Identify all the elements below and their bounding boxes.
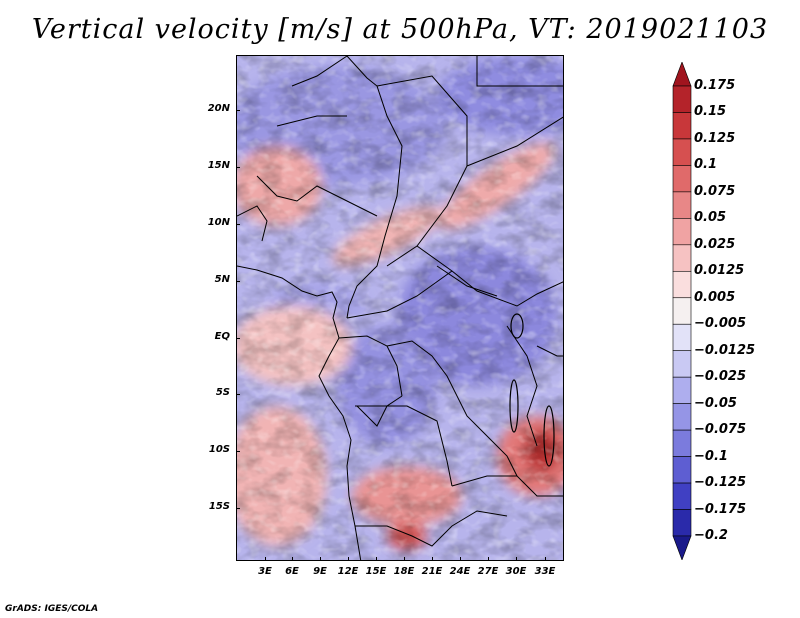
lon-tick [488,557,489,561]
velocity-field-map [237,56,563,560]
lon-label: 15E [365,566,387,577]
colorbar-label: 0.0125 [694,263,745,279]
colorbar-label: −0.005 [694,316,747,332]
colorbar-label: 0.175 [694,78,736,93]
colorbar-swatch [672,112,692,140]
lat-label: 10S [208,444,230,455]
colorbar-swatch [672,138,692,166]
lat-tick [236,508,240,509]
lat-tick [236,110,240,111]
colorbar-swatch [672,165,692,193]
colorbar-label: 0.125 [694,130,736,146]
colorbar-label: −0.175 [694,501,747,517]
lon-label: 3E [258,566,272,577]
lon-label: 18E [393,566,415,577]
colorbar-label: −0.2 [694,528,728,543]
colorbar-swatch [672,509,692,537]
chart-title: Vertical velocity [m/s] at 500hPa, VT: 2… [31,14,769,45]
lon-label: 24E [449,566,471,577]
lat-tick [236,394,240,395]
colorbar-swatch [672,191,692,219]
credit-text: GrADS: IGES/COLA [5,604,99,614]
colorbar-swatch [672,323,692,352]
lat-tick [236,224,240,225]
lon-label: 33E [534,566,556,577]
colorbar-swatch [672,376,692,404]
colorbar-swatch [672,456,692,484]
lon-tick [292,557,293,561]
colorbar-label: 0.005 [694,289,736,305]
lon-label: 12E [337,566,359,577]
lat-label: 5S [215,387,230,398]
lon-label: 30E [505,566,527,577]
colorbar [672,62,692,560]
colorbar-swatch [672,270,692,299]
colorbar-swatch [672,350,692,378]
colorbar-label: 0.075 [694,183,736,199]
colorbar-label: 0.15 [694,104,727,120]
colorbar-label: −0.05 [694,395,737,411]
colorbar-swatch [672,218,692,246]
colorbar-label: 0.05 [694,210,727,226]
colorbar-swatch [672,403,692,431]
lon-label: 9E [313,566,327,577]
lat-label: 15S [208,501,230,512]
colorbar-label: −0.125 [694,475,747,491]
lon-label: 27E [477,566,499,577]
country-borders [237,56,563,560]
colorbar-label: 0.1 [694,157,718,173]
lakes [509,313,555,467]
lat-label: 5N [214,274,230,285]
colorbar-label: 0.025 [694,236,736,252]
lon-tick [320,557,321,561]
lon-tick [348,557,349,561]
colorbar-swatch [672,85,692,113]
lat-tick [236,338,240,339]
lon-tick [404,557,405,561]
lat-tick [236,451,240,452]
colorbar-swatch [672,535,692,560]
lat-label: EQ [214,331,230,342]
lat-tick [236,281,240,282]
colorbar-label: −0.075 [694,422,747,438]
colorbar-label: −0.1 [694,448,728,464]
lat-label: 10N [207,217,230,228]
lon-tick [545,557,546,561]
lon-tick [516,557,517,561]
lon-tick [376,557,377,561]
colorbar-swatch [672,297,692,325]
lon-tick [460,557,461,561]
lon-label: 21E [421,566,443,577]
lon-tick [265,557,266,561]
colorbar-swatch [672,482,692,510]
colorbar-label: −0.0125 [694,342,756,358]
lon-tick [432,557,433,561]
colorbar-swatch [672,429,692,457]
lon-label: 6E [285,566,299,577]
colorbar-swatch [672,62,692,87]
colorbar-swatch [672,244,692,272]
colorbar-label: −0.025 [694,369,747,385]
lat-label: 20N [207,103,230,114]
map-panel [236,55,564,561]
lat-label: 15N [207,160,230,171]
lat-tick [236,167,240,168]
